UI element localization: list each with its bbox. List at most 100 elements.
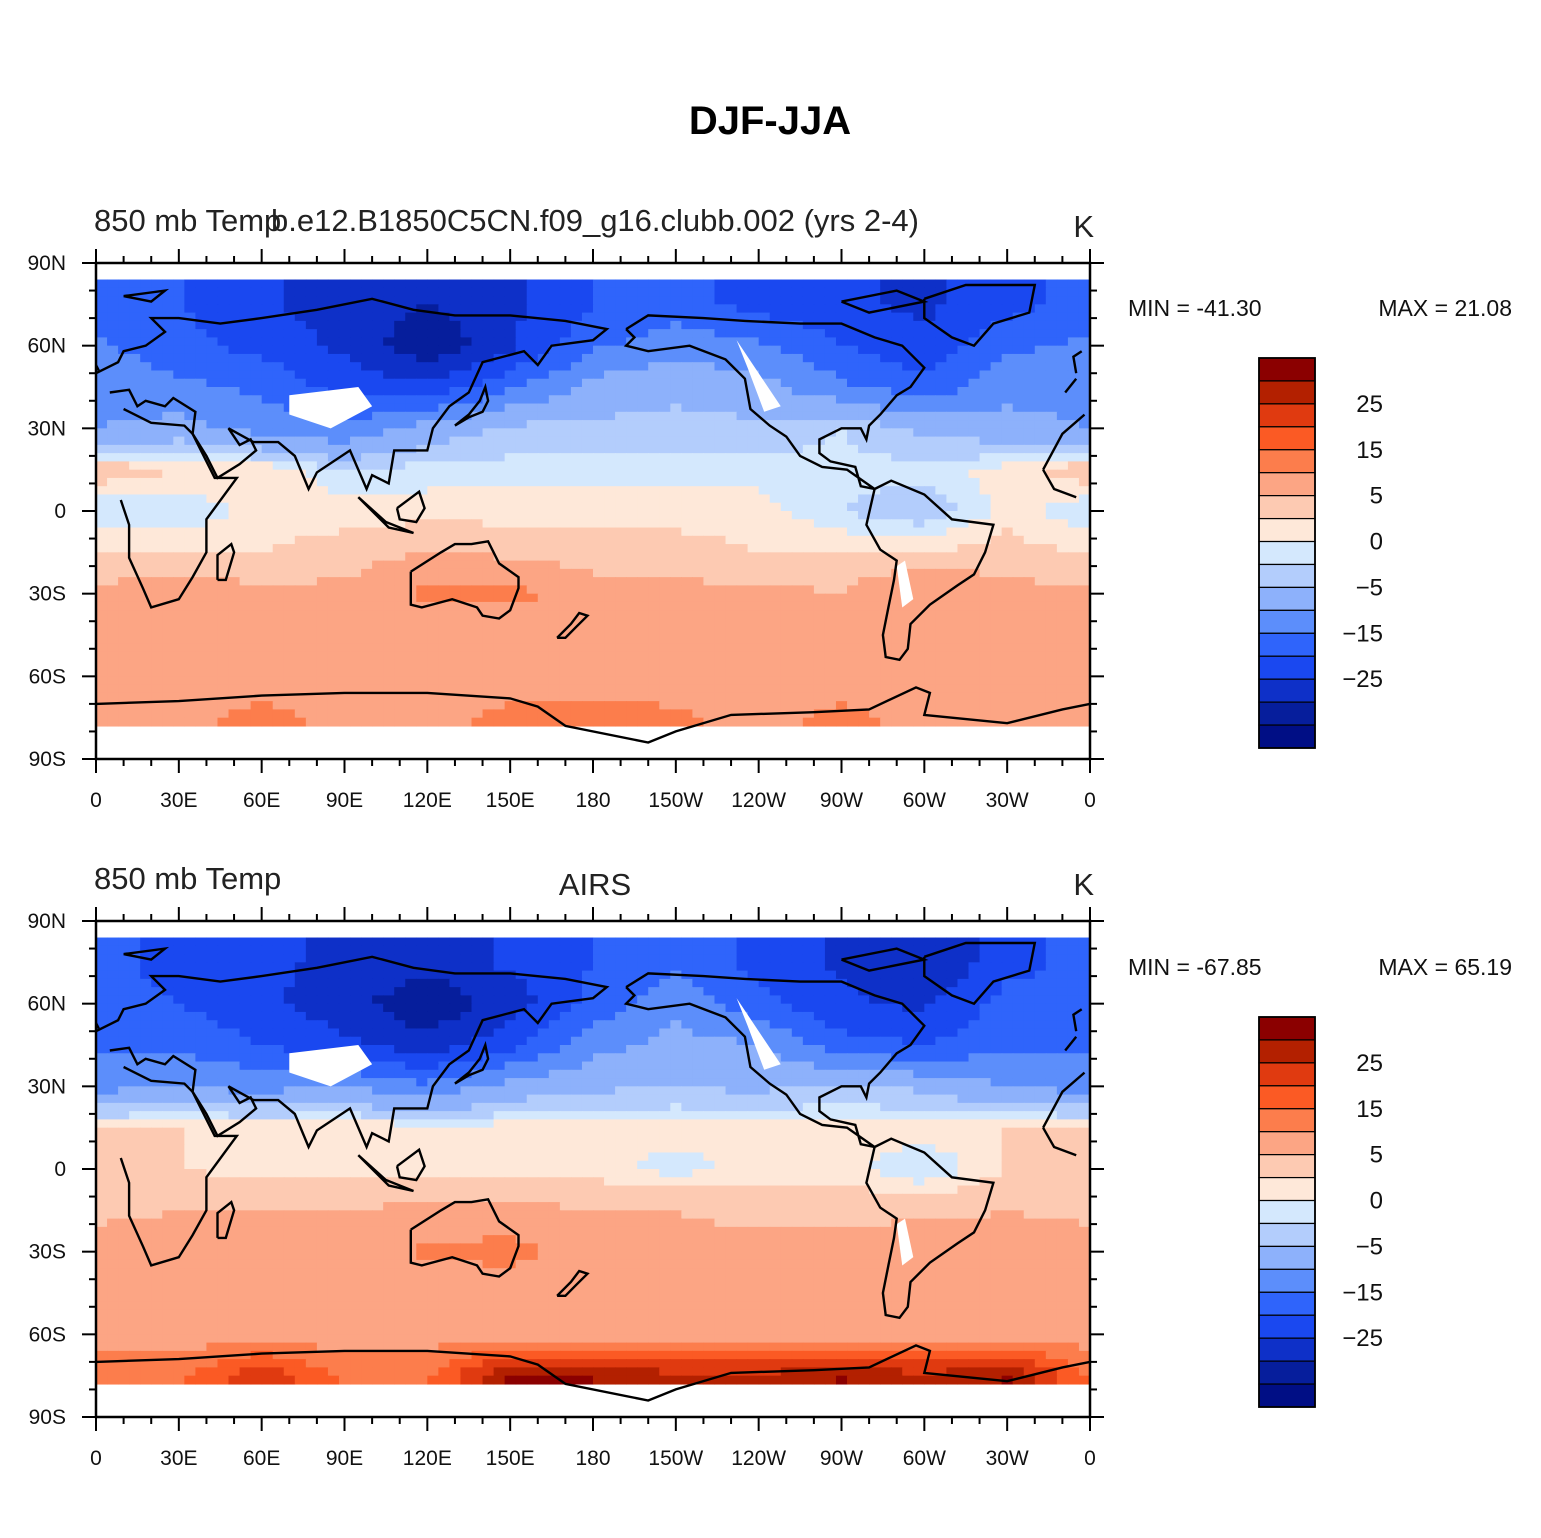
field-cell (714, 635, 727, 644)
field-cell (791, 312, 804, 322)
field-cell (891, 494, 903, 504)
field-cell (946, 519, 959, 529)
field-cell (383, 659, 395, 669)
field-cell (659, 577, 671, 586)
field-cell (891, 701, 903, 710)
field-cell (206, 717, 219, 727)
field-cell (935, 709, 948, 719)
field-cell (383, 453, 395, 462)
field-cell (604, 362, 616, 372)
field-cell (151, 420, 163, 429)
field-cell (570, 593, 583, 603)
field-cell (659, 304, 671, 314)
field-cell (935, 635, 948, 644)
field-cell (869, 370, 881, 380)
field-cell (383, 535, 395, 545)
field-cell (316, 668, 329, 677)
field-cell (670, 701, 682, 710)
field-cell (858, 486, 870, 496)
field-cell (1001, 577, 1014, 586)
field-cell (239, 477, 252, 487)
field-cell (957, 403, 970, 413)
field-cell (924, 593, 936, 603)
field-cell (184, 502, 196, 512)
field-cell (924, 345, 936, 355)
field-cell (372, 684, 384, 694)
field-cell (946, 353, 959, 363)
field-cell (747, 279, 760, 289)
field-cell (902, 535, 914, 545)
field-cell (747, 610, 760, 620)
field-cell (659, 477, 671, 487)
field-cell (593, 511, 605, 520)
field-cell (891, 420, 903, 429)
field-cell (979, 668, 992, 677)
field-cell (1001, 519, 1014, 529)
field-cell (824, 651, 837, 661)
field-cell (681, 486, 693, 496)
lon-tick-label: 0 (90, 789, 102, 812)
field-cell (449, 651, 462, 661)
field-cell (118, 544, 130, 553)
field-cell (946, 717, 959, 727)
missing-data-region (289, 387, 373, 429)
field-cell (1012, 477, 1025, 487)
field-cell (780, 444, 793, 454)
field-cell (869, 279, 881, 289)
field-cell (902, 527, 914, 537)
field-cell (681, 337, 693, 347)
field-cell (96, 626, 108, 636)
field-cell (504, 552, 517, 562)
field-cell (637, 618, 649, 628)
field-cell (129, 420, 141, 429)
field-cell (471, 420, 484, 429)
field-cell (559, 312, 572, 322)
field-cell (405, 659, 417, 669)
field-cell (129, 486, 141, 496)
field-cell (824, 329, 837, 338)
field-cell (449, 502, 462, 512)
field-cell (305, 585, 318, 595)
field-cell (891, 486, 903, 496)
field-cell (350, 444, 362, 454)
field-cell (515, 651, 528, 661)
field-cell (107, 337, 119, 347)
panel-left-title: 850 mb Temp (94, 861, 281, 896)
field-cell (294, 651, 307, 661)
field-cell (990, 635, 1003, 644)
field-cell (593, 577, 605, 586)
field-cell (615, 337, 627, 347)
field-cell (758, 659, 771, 669)
field-cell (184, 353, 196, 363)
field-cell (283, 519, 296, 529)
field-cell (736, 320, 749, 330)
field-cell (802, 560, 815, 570)
field-cell (217, 477, 230, 487)
field-cell (239, 329, 252, 338)
field-cell (1045, 469, 1058, 479)
field-cell (283, 387, 296, 396)
field-cell (272, 593, 285, 603)
field-cell (515, 436, 528, 446)
field-cell (394, 420, 406, 429)
field-cell (504, 420, 517, 429)
field-cell (548, 618, 561, 628)
field-cell (151, 552, 163, 562)
field-cell (493, 329, 506, 338)
field-cell (151, 717, 163, 727)
field-cell (670, 378, 682, 388)
field-cell (294, 320, 307, 330)
field-cell (725, 684, 738, 694)
field-cell (1078, 395, 1090, 405)
field-cell (184, 618, 196, 628)
field-cell (847, 287, 859, 297)
field-cell (626, 937, 638, 947)
field-cell (813, 560, 826, 570)
field-cell (659, 635, 671, 644)
field-cell (272, 502, 285, 512)
field-cell (217, 668, 230, 677)
field-cell (570, 411, 583, 421)
field-cell (637, 428, 649, 438)
field-cell (416, 544, 428, 553)
field-cell (924, 568, 936, 578)
